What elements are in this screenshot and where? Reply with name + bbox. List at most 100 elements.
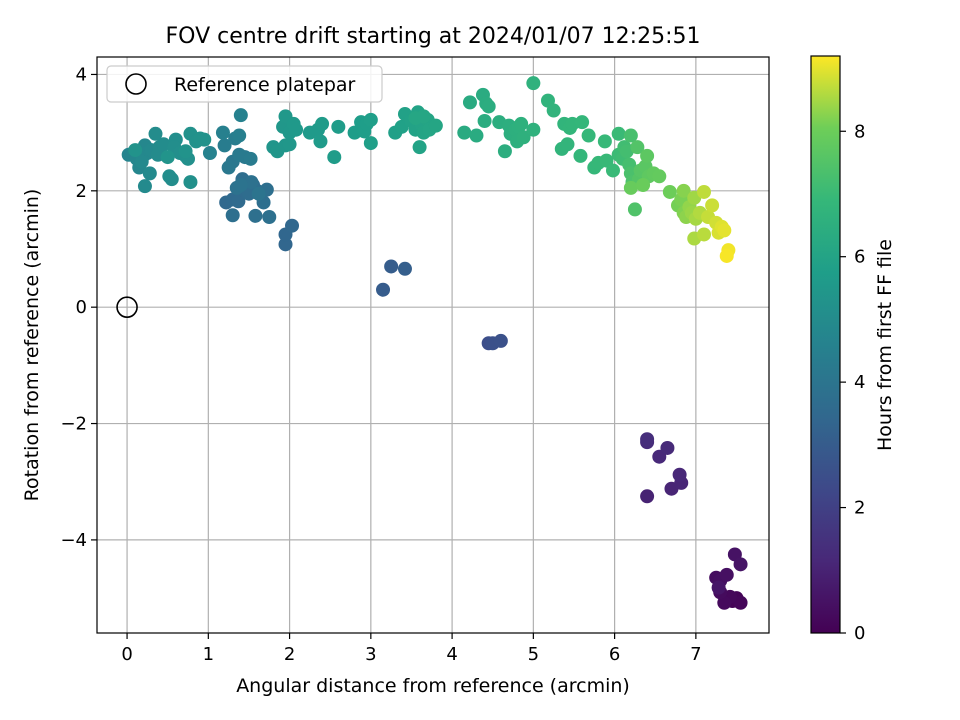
legend-box (106, 65, 383, 103)
data-point (416, 109, 431, 124)
data-point (232, 147, 247, 162)
x-tick-label: 0 (121, 644, 132, 665)
data-point (477, 114, 492, 128)
data-point (581, 128, 596, 143)
data-point (397, 261, 412, 276)
data-point (733, 557, 748, 572)
data-point (248, 208, 263, 223)
data-point (636, 178, 651, 192)
y-tick-label: 4 (76, 64, 87, 85)
data-point (672, 467, 687, 482)
data-point (251, 186, 266, 201)
data-point (233, 108, 248, 123)
data-point (623, 128, 638, 143)
legend: Reference platepar (106, 65, 383, 103)
x-tick-label: 7 (690, 644, 701, 665)
data-point (560, 137, 575, 152)
colorbar-tick-label: 2 (854, 498, 865, 519)
x-tick-label: 5 (528, 644, 539, 665)
data-point (640, 148, 655, 163)
data-point (278, 237, 293, 252)
data-point (457, 125, 472, 140)
data-point (546, 103, 561, 118)
data-point (363, 112, 378, 127)
x-tick-label: 4 (446, 644, 457, 665)
data-point (262, 210, 277, 224)
data-point (289, 122, 304, 137)
data-point (221, 160, 236, 175)
data-point (428, 118, 443, 133)
data-point (630, 140, 645, 155)
x-axis-label: Angular distance from reference (arcmin) (236, 675, 630, 697)
data-points (121, 76, 748, 610)
data-point (605, 163, 620, 178)
data-point (285, 218, 300, 233)
data-point (469, 128, 484, 143)
colorbar-tick-label: 8 (854, 121, 865, 142)
colorbar-gradient (810, 55, 841, 634)
data-point (493, 333, 508, 348)
data-point (128, 143, 143, 158)
data-point (363, 136, 378, 151)
data-point (526, 122, 541, 137)
grid (97, 57, 769, 633)
data-point (225, 208, 240, 223)
y-axis-ticks: −4 −2 0 2 4 (60, 64, 97, 551)
data-point (331, 119, 346, 134)
data-point (137, 179, 152, 194)
data-point (313, 134, 328, 149)
data-point (384, 259, 399, 274)
y-axis-label: Rotation from reference (arcmin) (21, 189, 43, 502)
legend-label: Reference platepar (174, 74, 356, 96)
data-point (717, 223, 732, 238)
colorbar: 0 2 4 6 8 Hours from first FF file (810, 55, 896, 644)
data-point (156, 137, 171, 152)
data-point (696, 184, 711, 199)
data-point (640, 489, 655, 504)
data-point (244, 175, 259, 190)
colorbar-label: Hours from first FF file (874, 239, 896, 451)
data-point (573, 148, 588, 163)
x-tick-label: 2 (284, 644, 295, 665)
reference-platepar-marker (116, 296, 138, 318)
data-point (497, 144, 512, 159)
data-point (705, 198, 720, 213)
data-point (232, 128, 247, 143)
colorbar-ticks: 0 2 4 6 8 (840, 121, 865, 644)
data-point (134, 154, 149, 169)
data-point (619, 144, 634, 159)
data-point (719, 567, 734, 582)
data-point (183, 175, 198, 190)
data-point (623, 180, 638, 195)
data-point (160, 150, 175, 165)
data-point (231, 194, 246, 209)
data-point (481, 99, 496, 114)
data-point (676, 183, 691, 198)
data-point (217, 138, 232, 153)
chart-title: FOV centre drift starting at 2024/01/07 … (166, 24, 701, 49)
y-tick-label: 0 (76, 297, 87, 318)
data-point (733, 595, 748, 610)
data-point (652, 169, 667, 184)
data-point (696, 227, 711, 242)
data-point (514, 116, 529, 131)
data-point (315, 116, 330, 131)
data-point (611, 126, 626, 141)
data-point (462, 95, 477, 110)
data-point (327, 150, 342, 165)
data-point (282, 137, 297, 152)
data-point (719, 248, 734, 263)
x-tick-label: 3 (365, 644, 376, 665)
colorbar-tick-label: 4 (854, 372, 865, 393)
data-point (575, 115, 590, 130)
data-point (178, 144, 193, 159)
data-point (627, 202, 642, 217)
data-point (197, 132, 212, 147)
data-point (516, 130, 531, 145)
data-point (376, 282, 391, 297)
y-tick-label: 2 (76, 181, 87, 202)
plot-frame (96, 56, 770, 634)
data-point (233, 178, 248, 192)
data-point (243, 151, 258, 166)
